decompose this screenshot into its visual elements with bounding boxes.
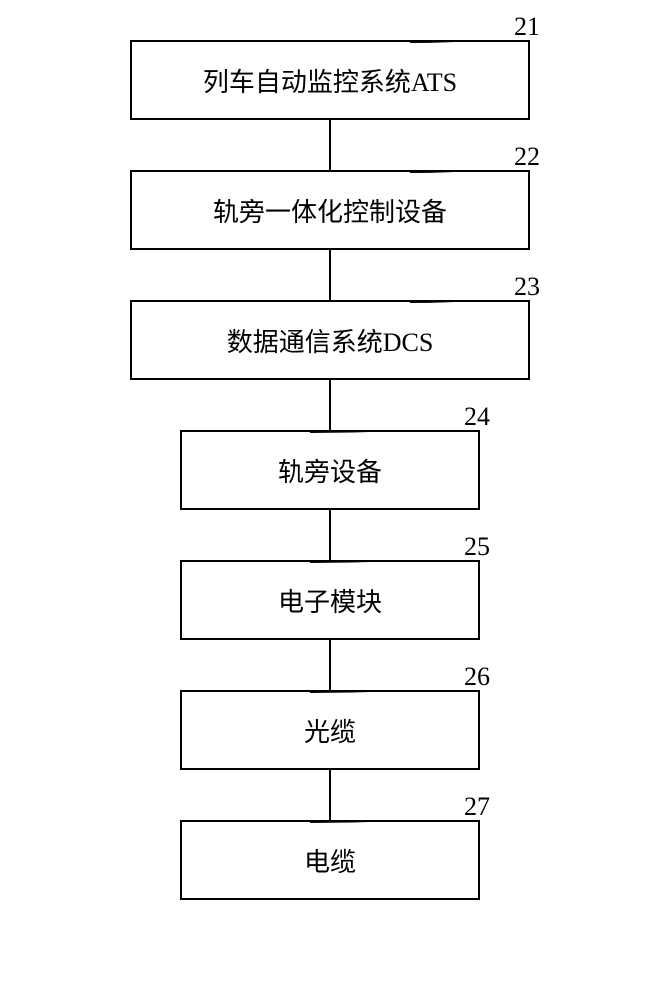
node-label: 数据通信系统DCS <box>227 322 434 359</box>
node-optical-cable: 光缆 26 <box>180 690 480 770</box>
ref-number: 25 <box>464 532 490 562</box>
node-label: 电子模块 <box>278 582 382 619</box>
ref-number: 27 <box>464 792 490 822</box>
node-trackside-equipment: 轨旁设备 24 <box>180 430 480 510</box>
node-label: 轨旁设备 <box>278 452 382 489</box>
node-ats: 列车自动监控系统ATS 21 <box>130 40 530 120</box>
ref-number: 21 <box>514 12 540 42</box>
connector <box>329 640 331 690</box>
ref-number: 23 <box>514 272 540 302</box>
connector <box>329 770 331 820</box>
connector <box>329 510 331 560</box>
connector <box>329 120 331 170</box>
ref-number: 26 <box>464 662 490 692</box>
node-electronic-module: 电子模块 25 <box>180 560 480 640</box>
node-label: 电缆 <box>304 842 356 879</box>
connector <box>329 250 331 300</box>
node-dcs: 数据通信系统DCS 23 <box>130 300 530 380</box>
node-label: 光缆 <box>304 712 356 749</box>
node-label: 轨旁一体化控制设备 <box>213 192 447 229</box>
node-label: 列车自动监控系统ATS <box>203 62 457 99</box>
connector <box>329 380 331 430</box>
node-electric-cable: 电缆 27 <box>180 820 480 900</box>
ref-number: 22 <box>514 142 540 172</box>
flowchart-diagram: 列车自动监控系统ATS 21 轨旁一体化控制设备 22 数据通信系统DCS 23… <box>80 40 580 900</box>
ref-number: 24 <box>464 402 490 432</box>
node-trackside-control: 轨旁一体化控制设备 22 <box>130 170 530 250</box>
